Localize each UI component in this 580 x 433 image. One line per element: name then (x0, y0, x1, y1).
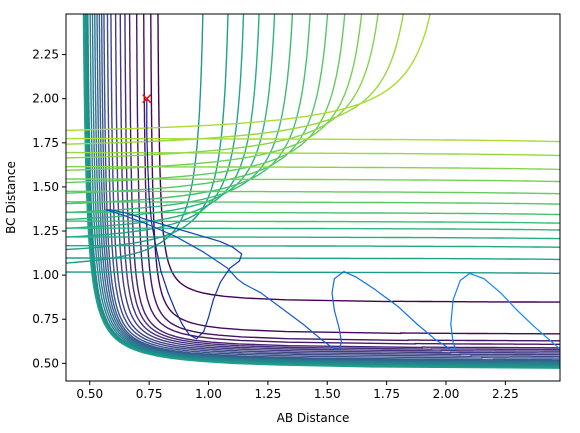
y-tick-label: 1.25 (32, 224, 59, 238)
x-tick-label: 1.25 (255, 387, 282, 401)
x-tick-label: 1.75 (373, 387, 400, 401)
y-tick-label: 2.25 (32, 48, 59, 62)
y-tick-label: 1.50 (32, 180, 59, 194)
x-tick-label: 1.00 (195, 387, 222, 401)
y-tick-label: 0.50 (32, 356, 59, 370)
plot-area (66, 14, 560, 381)
x-tick-label: 2.00 (433, 387, 460, 401)
y-tick-label: 1.00 (32, 268, 59, 282)
x-tick-label: 2.25 (492, 387, 519, 401)
y-tick-label: 1.75 (32, 136, 59, 150)
y-axis-label: BC Distance (4, 161, 18, 234)
x-tick-label: 0.75 (136, 387, 163, 401)
x-axis-label: AB Distance (277, 411, 350, 425)
x-tick-label: 1.50 (314, 387, 341, 401)
y-tick-label: 2.00 (32, 92, 59, 106)
x-tick-label: 0.50 (76, 387, 103, 401)
y-tick-label: 0.75 (32, 312, 59, 326)
